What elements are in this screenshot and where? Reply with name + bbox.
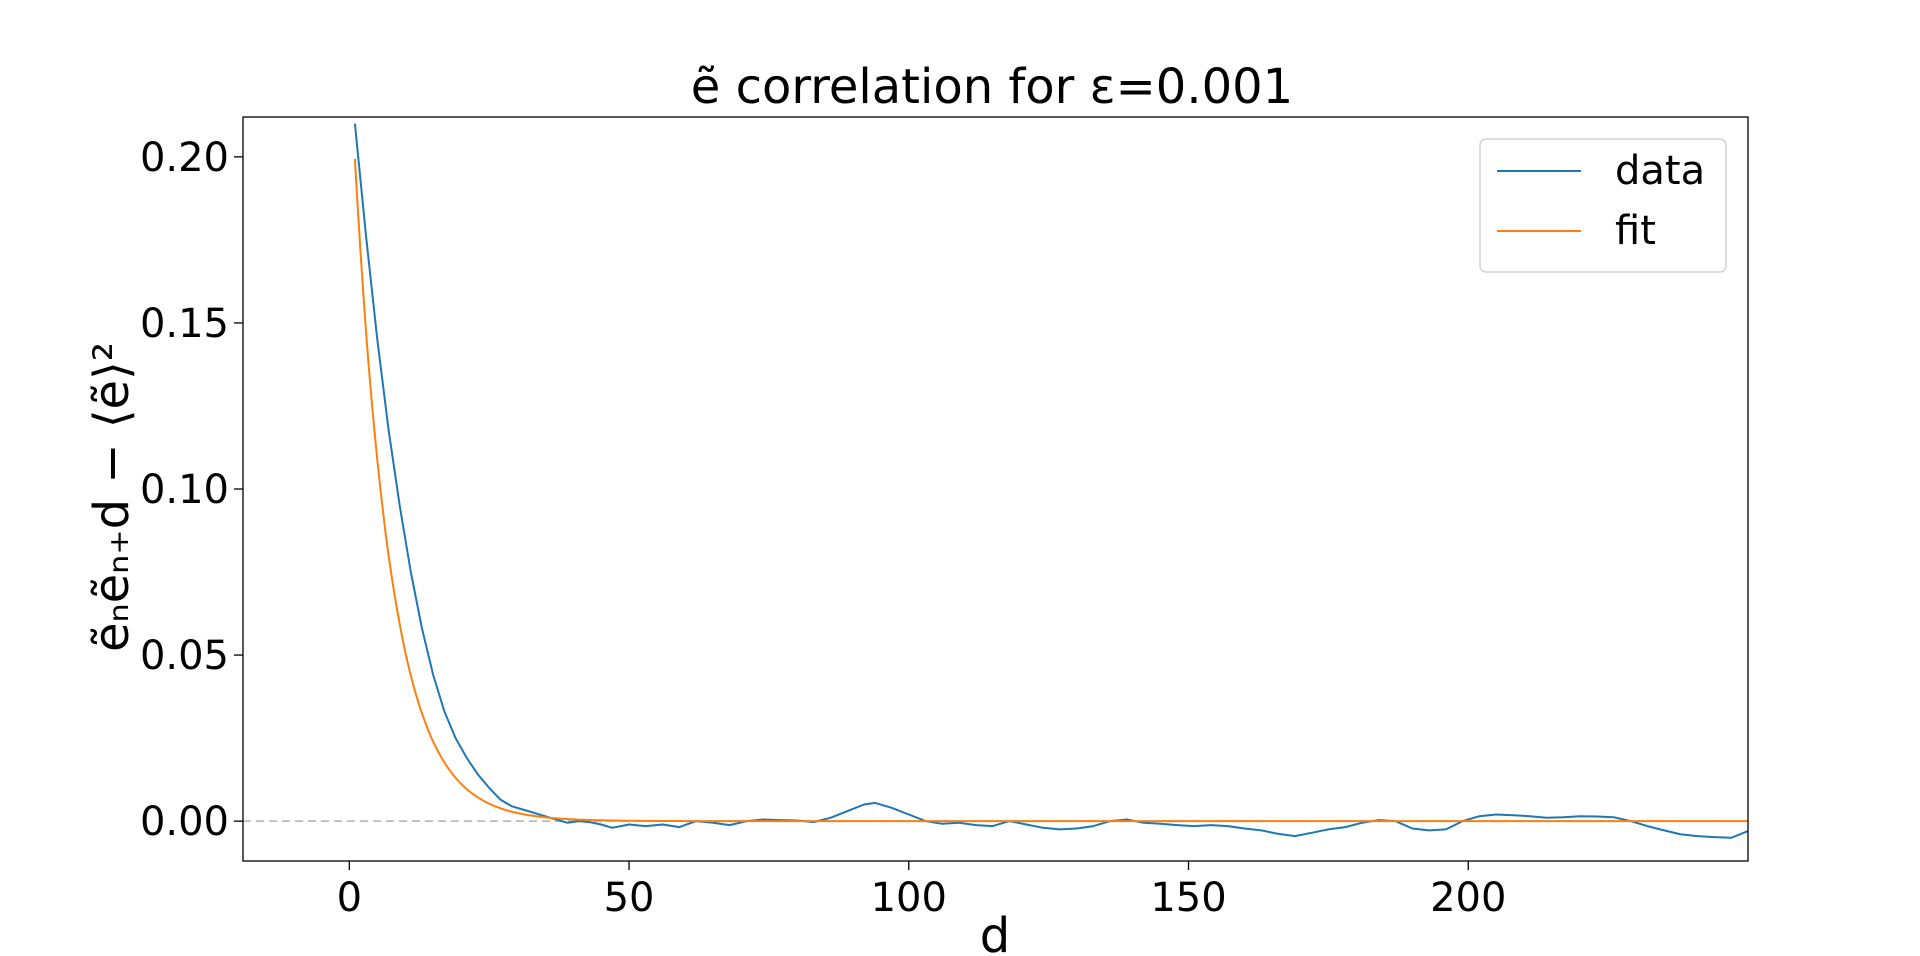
x-tick-label: 0 [337,875,362,921]
series-line-fit [353,158,1748,823]
y-tick-label: 0.15 [140,301,229,347]
legend-label-fit: fit [1615,208,1656,254]
series-layer [353,123,1749,839]
x-tick-label: 100 [871,875,947,921]
chart-title: ẽ correlation for ε=0.001 [691,59,1293,115]
series-line-data [353,123,1749,839]
x-tick-label: 200 [1430,875,1506,921]
legend: data fit [1479,138,1727,273]
x-tick-label: 150 [1150,875,1226,921]
x-tick-label: 50 [604,875,655,921]
y-axis-label: ẽₙẽₙ₊d − ⟨ẽ⟩² [84,342,140,652]
y-tick-label: 0.10 [140,467,229,513]
y-tick-label: 0.00 [140,799,229,845]
plot-area [242,116,1749,862]
y-tick-label: 0.20 [140,135,229,181]
y-axis-ticks: 0.00 0.05 0.10 0.15 0.20 [140,135,243,845]
legend-label-data: data [1615,148,1705,194]
y-tick-label: 0.05 [140,633,229,679]
x-axis-ticks: 0 50 100 150 200 [337,861,1506,921]
x-axis-label: d [980,908,1010,956]
legend-box [1479,138,1727,273]
